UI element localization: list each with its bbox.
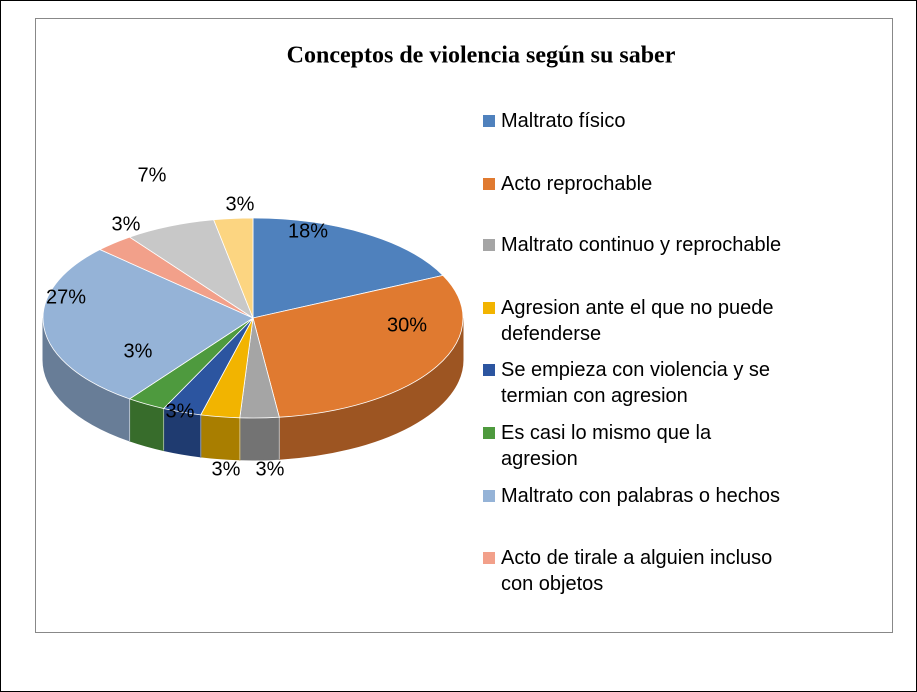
- legend-label: Acto reprochable: [501, 173, 653, 195]
- legend-entry: Acto reprochable: [483, 171, 783, 197]
- data-label: 3%: [124, 340, 153, 362]
- chart-title: Conceptos de violencia según su saber: [287, 43, 676, 69]
- slice: [252, 274, 464, 418]
- data-label: 3%: [256, 458, 285, 480]
- legend-label: Maltrato continuo y reprochable: [501, 234, 782, 256]
- legend-entry: Es casi lo mismo que la agresion: [483, 420, 783, 472]
- data-label: 3%: [226, 193, 255, 215]
- data-label: 3%: [112, 213, 141, 235]
- data-label: 7%: [138, 164, 167, 186]
- legend-label: Acto de tirale a alguien incluso con obj…: [501, 547, 773, 595]
- slice: [252, 217, 444, 319]
- legend-swatch: [483, 115, 495, 127]
- data-label: 18%: [288, 220, 328, 242]
- slice-side: [239, 416, 280, 461]
- legend-entry: Se empieza con violencia y se termian co…: [483, 357, 783, 409]
- legend-swatch: [483, 552, 495, 564]
- legend-entry: Maltrato físico: [483, 108, 783, 134]
- legend-swatch: [483, 364, 495, 376]
- data-label: 30%: [387, 314, 427, 336]
- legend-swatch: [483, 178, 495, 190]
- data-label: 3%: [212, 458, 241, 480]
- legend-swatch: [483, 239, 495, 251]
- legend-swatch: [483, 302, 495, 314]
- legend-label: Se empieza con violencia y se termian co…: [501, 359, 771, 407]
- legend-entry: Acto de tirale a alguien incluso con obj…: [483, 545, 783, 597]
- legend-label: Maltrato físico: [501, 110, 626, 132]
- legend-entry: Maltrato con palabras o hechos: [483, 483, 783, 509]
- slice: [42, 249, 254, 400]
- legend-swatch: [483, 490, 495, 502]
- data-label: 3%: [166, 400, 195, 422]
- slice: [213, 217, 254, 319]
- legend-label: Es casi lo mismo que la agresion: [501, 422, 712, 470]
- legend-label: Agresion ante el que no puede defenderse: [501, 297, 774, 345]
- data-label: 27%: [46, 286, 86, 308]
- legend-swatch: [483, 427, 495, 439]
- legend-entry: Agresion ante el que no puede defenderse: [483, 295, 783, 347]
- legend-label: Maltrato con palabras o hechos: [501, 485, 781, 507]
- slice-side: [200, 414, 241, 461]
- legend-entry: Maltrato continuo y reprochable: [483, 232, 783, 258]
